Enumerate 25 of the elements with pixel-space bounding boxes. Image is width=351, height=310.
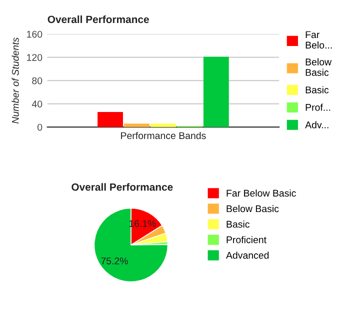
chart-title: Overall Performance (72, 183, 173, 191)
legend-label: Basic (226, 220, 250, 228)
y-tick-label: 160 (27, 30, 42, 38)
legend-label: Basic (306, 86, 329, 94)
legend-label: Far Belo... (306, 31, 332, 49)
legend-label: Far Below Basic (226, 189, 296, 197)
legend-label: Below Basic (226, 205, 279, 212)
legend-label: Prof... (306, 104, 330, 111)
pie-slice (94, 208, 168, 282)
bar (150, 124, 176, 128)
bar (98, 112, 123, 128)
legend-label: Below Basic (306, 58, 332, 76)
bar (124, 124, 150, 128)
bar (203, 56, 229, 128)
legend-label: Adv... (305, 121, 328, 128)
chart-title: Overall Performance (48, 15, 149, 24)
legend-label: Proficient (226, 236, 266, 244)
y-tick-label: 120 (27, 54, 42, 61)
legend-label: Advanced (226, 252, 269, 259)
data-label: 75.2% (101, 257, 128, 264)
x-tick-label: Performance Bands (121, 132, 206, 140)
y-tick-label: 40 (32, 100, 42, 108)
y-axis-title: Number of Students (12, 38, 19, 124)
y-tick-label: 80 (32, 77, 42, 84)
y-tick-label: 0 (37, 124, 42, 131)
